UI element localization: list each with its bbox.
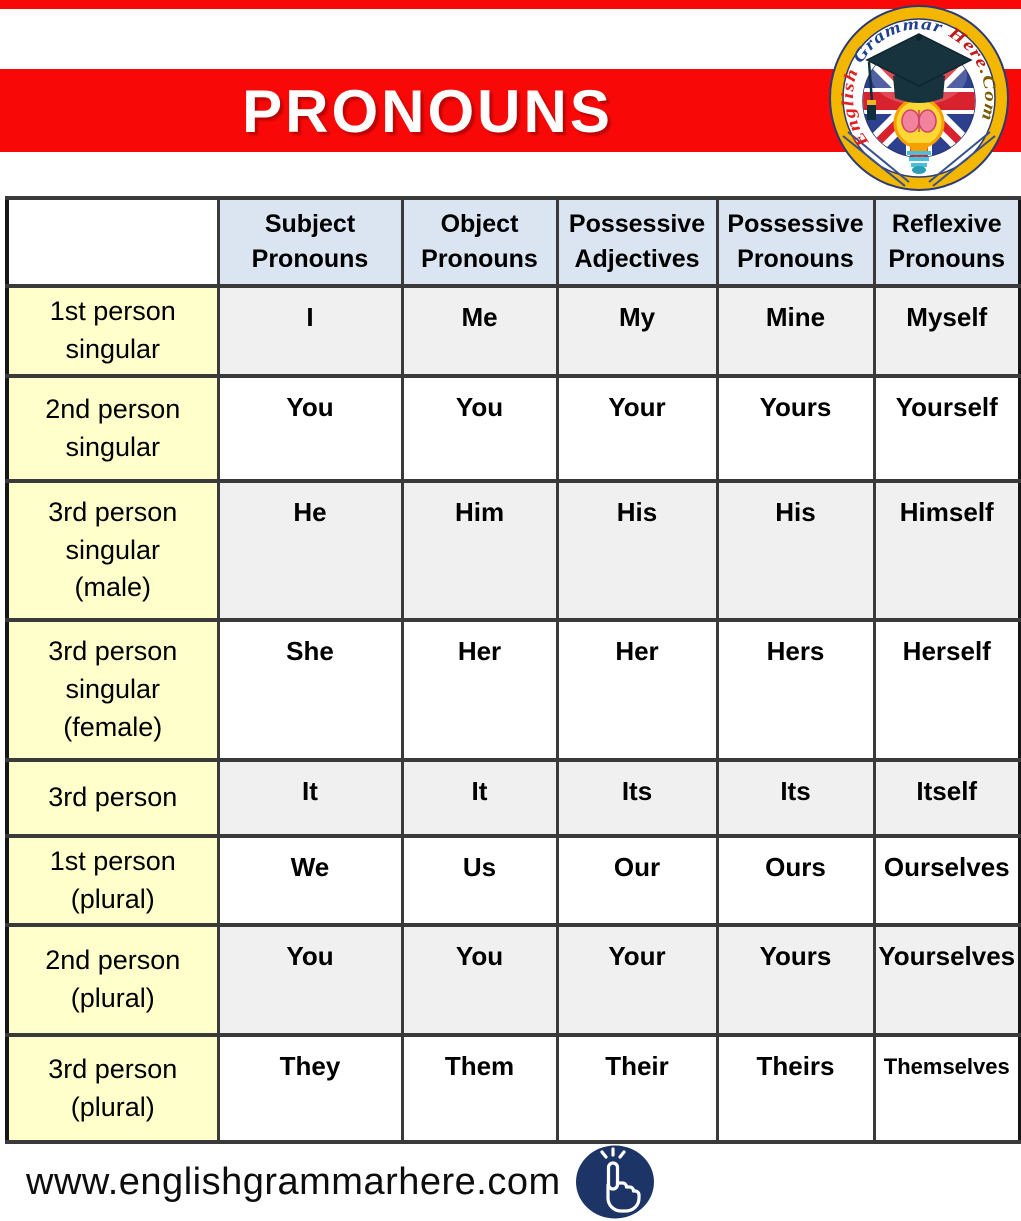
row-header: 1st person singular (5, 284, 220, 378)
table-row: 1st person singular I Me My Mine Myself (5, 284, 1021, 378)
table-cell: I (216, 284, 404, 378)
graduation-cap-icon (865, 33, 973, 120)
column-header-subject-pronouns: Subject Pronouns (216, 196, 404, 288)
column-header-object-pronouns: Object Pronouns (400, 196, 559, 288)
table-cell: They (216, 1033, 404, 1144)
table-cell: Mine (715, 284, 876, 378)
row-header: 3rd person (5, 758, 220, 838)
site-logo-graphic: English Grammar Here .Com (829, 5, 1009, 191)
table-cell: It (400, 758, 559, 838)
table-cell: Its (715, 758, 876, 838)
column-header-possessive-pronouns: Possessive Pronouns (715, 196, 876, 288)
table-row: 2nd person singular You You Your Yours Y… (5, 374, 1021, 483)
column-header-reflexive-pronouns: Reflexive Pronouns (872, 196, 1021, 288)
table-row: 1st person (plural) We Us Our Ours Ourse… (5, 834, 1021, 927)
column-header-possessive-adjectives: Possessive Adjectives (555, 196, 719, 288)
table-cell: Them (400, 1033, 559, 1144)
table-cell: Myself (872, 284, 1021, 378)
table-cell: She (216, 618, 404, 762)
row-header: 3rd person singular (male) (5, 479, 220, 622)
row-header: 3rd person singular (female) (5, 618, 220, 762)
table-cell: Her (400, 618, 559, 762)
row-header: 3rd person (plural) (5, 1033, 220, 1144)
table-cell: You (216, 374, 404, 483)
pronouns-table: Subject Pronouns Object Pronouns Possess… (5, 196, 1021, 1144)
table-cell: It (216, 758, 404, 838)
table-cell: Their (555, 1033, 719, 1144)
table-row: 3rd person It It Its Its Itself (5, 758, 1021, 838)
table-cell: Theirs (715, 1033, 876, 1144)
row-header: 2nd person (plural) (5, 923, 220, 1037)
table-cell: Itself (872, 758, 1021, 838)
table-cell: Its (555, 758, 719, 838)
table-cell: Me (400, 284, 559, 378)
table-cell: Our (555, 834, 719, 927)
table-cell: Your (555, 374, 719, 483)
table-row: 3rd person singular (male) He Him His Hi… (5, 479, 1021, 622)
footer: www.englishgrammarhere.com (26, 1145, 655, 1219)
table-cell: Yours (715, 923, 876, 1037)
table-cell: His (715, 479, 876, 622)
table-cell: Themselves (872, 1033, 1021, 1144)
row-header: 1st person (plural) (5, 834, 220, 927)
table-cell: Yourselves (872, 923, 1021, 1037)
top-red-strip (0, 0, 1021, 9)
table-cell: Him (400, 479, 559, 622)
click-hand-icon (575, 1145, 655, 1219)
crossed-pencils-icon (842, 131, 996, 187)
table-cell: Hers (715, 618, 876, 762)
table-row: 3rd person (plural) They Them Their Thei… (5, 1033, 1021, 1144)
table-cell: Ours (715, 834, 876, 927)
page-title: PRONOUNS (242, 78, 613, 145)
table-row: 2nd person (plural) You You Your Yours Y… (5, 923, 1021, 1037)
header-row: Subject Pronouns Object Pronouns Possess… (5, 196, 1021, 288)
table-cell: He (216, 479, 404, 622)
corner-cell (5, 196, 220, 288)
table-cell: Her (555, 618, 719, 762)
table-cell: Himself (872, 479, 1021, 622)
website-url: www.englishgrammarhere.com (26, 1160, 561, 1203)
table-cell: Yourself (872, 374, 1021, 483)
table-cell: My (555, 284, 719, 378)
table-cell: You (400, 923, 559, 1037)
table-cell: You (400, 374, 559, 483)
table-cell: His (555, 479, 719, 622)
table-cell: Us (400, 834, 559, 927)
table-row: 3rd person singular (female) She Her Her… (5, 618, 1021, 762)
table-cell: Yours (715, 374, 876, 483)
table-cell: Ourselves (872, 834, 1021, 927)
table-cell: Herself (872, 618, 1021, 762)
table-cell: Your (555, 923, 719, 1037)
row-header: 2nd person singular (5, 374, 220, 483)
table-cell: You (216, 923, 404, 1037)
table-cell: We (216, 834, 404, 927)
site-logo: English Grammar Here .Com (827, 4, 1011, 192)
